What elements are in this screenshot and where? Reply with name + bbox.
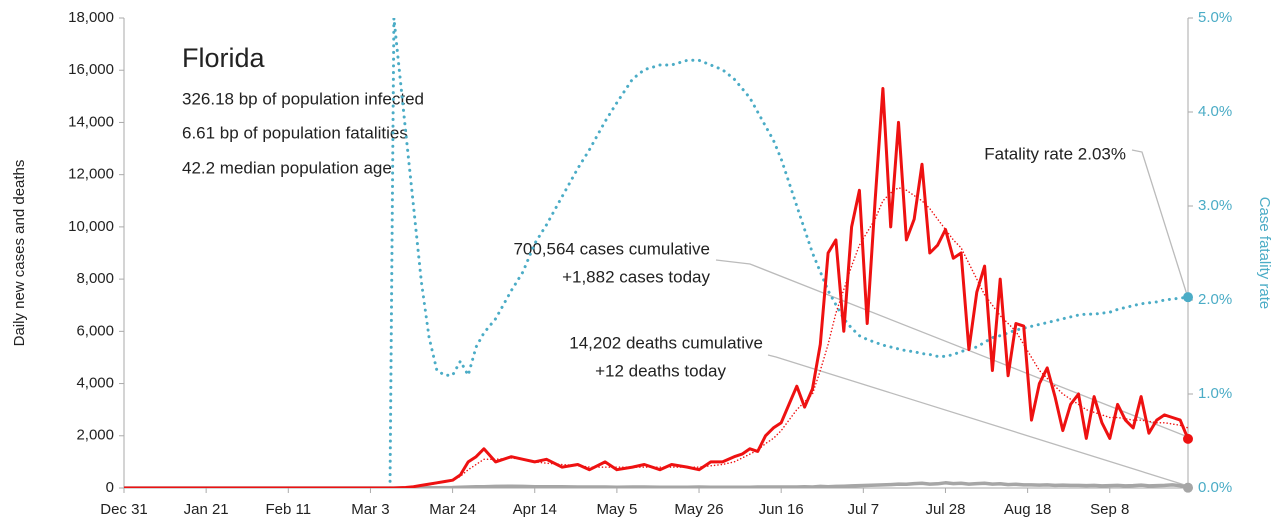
y2-tick-label: 0.0%: [1198, 479, 1232, 496]
annotation: +1,882 cases today: [562, 267, 710, 286]
info-line: 6.61 bp of population fatalities: [182, 123, 408, 142]
x-tick-label: Aug 18: [1004, 501, 1052, 518]
x-tick-label: Mar 24: [429, 501, 476, 518]
info-line: 42.2 median population age: [182, 158, 392, 177]
y2-tick-label: 1.0%: [1198, 385, 1232, 402]
annotation: +12 deaths today: [595, 361, 726, 380]
x-tick-label: Apr 14: [513, 501, 557, 518]
x-tick-label: May 5: [596, 501, 637, 518]
series-line: [124, 87, 1188, 488]
x-tick-label: May 26: [674, 501, 723, 518]
series-line: [124, 186, 1188, 488]
series-line: [124, 481, 1188, 488]
y-tick-label: 2,000: [76, 427, 114, 444]
y-tick-label: 6,000: [76, 322, 114, 339]
y2-tick-label: 2.0%: [1198, 291, 1232, 308]
y-tick-label: 18,000: [68, 9, 114, 26]
annotation: 14,202 deaths cumulative: [569, 333, 763, 352]
x-tick-label: Jan 21: [184, 501, 229, 518]
y-tick-label: 14,000: [68, 113, 114, 130]
connector: [767, 354, 1189, 487]
chart-title: Florida: [182, 43, 266, 73]
x-tick-label: Jul 7: [847, 501, 879, 518]
annotation: Fatality rate 2.03%: [984, 144, 1126, 163]
y2-tick-label: 3.0%: [1198, 197, 1232, 214]
endpoint: [1183, 433, 1193, 444]
y2-tick-label: 5.0%: [1198, 9, 1232, 26]
y-tick-label: 10,000: [68, 218, 114, 235]
x-tick-label: Mar 3: [351, 501, 389, 518]
y-tick-label: 12,000: [68, 166, 114, 183]
y2-axis-label: Case fatality rate: [1256, 197, 1273, 310]
endpoint: [1183, 482, 1193, 493]
y2-tick-label: 4.0%: [1198, 103, 1232, 120]
endpoint: [1183, 292, 1193, 303]
x-tick-label: Jul 28: [925, 501, 965, 518]
annotation: 700,564 cases cumulative: [513, 239, 710, 258]
x-tick-label: Dec 31: [100, 501, 148, 518]
x-tick-label: Jun 16: [759, 501, 804, 518]
connector: [1131, 149, 1189, 299]
x-tick-label: Sep 8: [1090, 501, 1129, 518]
y-axis-label: Daily new cases and deaths: [11, 160, 28, 347]
info-line: 326.18 bp of population infected: [182, 89, 424, 108]
y-tick-label: 4,000: [76, 375, 114, 392]
x-tick-label: Feb 11: [265, 501, 311, 518]
y-tick-label: 0: [106, 479, 114, 496]
y-tick-label: 8,000: [76, 270, 114, 287]
y-tick-label: 16,000: [68, 61, 114, 78]
series-line: [388, 18, 1188, 488]
plot-area: [124, 18, 1188, 488]
